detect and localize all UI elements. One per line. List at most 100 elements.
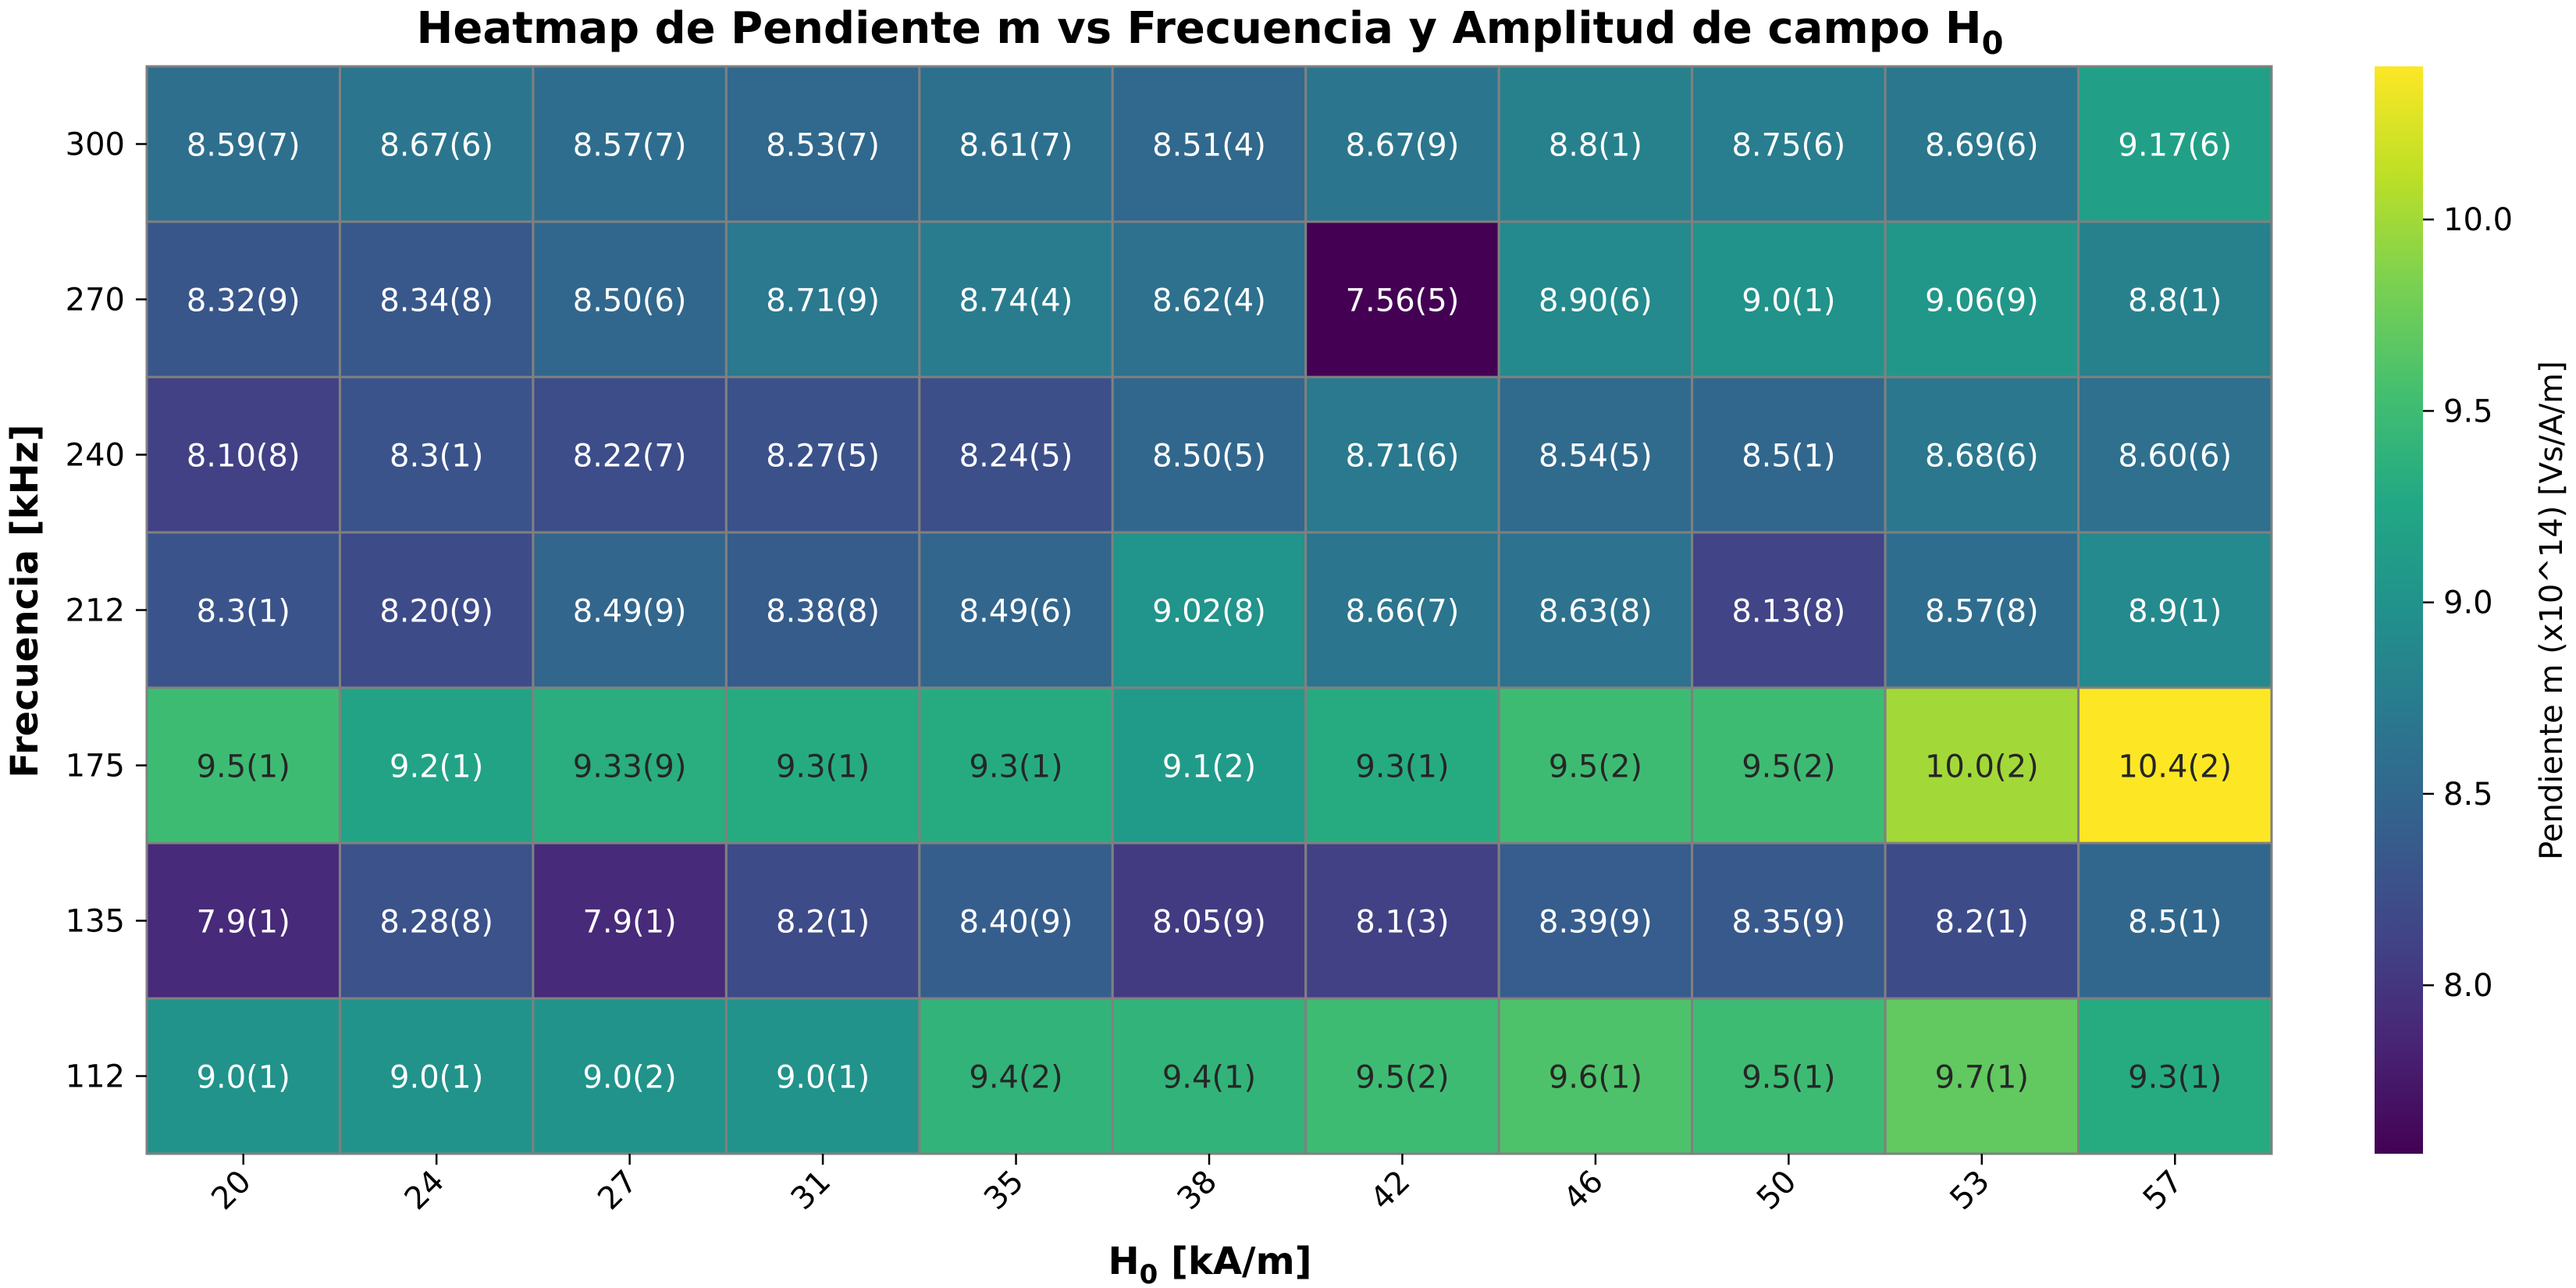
x-axis-label-units: [kA/m] xyxy=(1158,1240,1311,1283)
heatmap-cell xyxy=(1304,686,1500,845)
cell-value-label: 8.13(8) xyxy=(1731,594,1845,630)
heatmap-cell xyxy=(918,531,1114,689)
cell-value-label: 8.68(6) xyxy=(1925,439,2039,475)
cell-value-label: 8.3(1) xyxy=(390,439,483,475)
heatmap-cell xyxy=(1691,686,1887,845)
cell-value-label: 8.3(1) xyxy=(197,594,290,630)
x-tick-label: 20 xyxy=(205,1164,258,1218)
cell-value-label: 10.0(2) xyxy=(1925,749,2039,785)
x-tick-label: 50 xyxy=(1750,1164,1804,1218)
heatmap-cells: 8.59(7) 8.67(6) 8.57(7) 8.53(7) 8.61(7) 8.51(… xyxy=(145,65,2273,1155)
heatmap-cell xyxy=(1691,375,1887,534)
cell-value-label: 8.1(3) xyxy=(1355,905,1449,941)
cell-value-label: 8.53(7) xyxy=(766,128,880,164)
cell-value-label: 8.2(1) xyxy=(1935,905,2029,941)
cell-value-label: 8.38(8) xyxy=(766,594,880,630)
colorbar-tick-label: 9.0 xyxy=(2443,585,2493,621)
cell-value-label: 9.0(1) xyxy=(776,1060,870,1096)
x-axis-label-subscript: 0 xyxy=(1140,1259,1158,1288)
heatmap-cell xyxy=(532,375,728,534)
heatmap-cell xyxy=(145,65,341,223)
x-tick-label: 35 xyxy=(977,1164,1031,1218)
cell-value-label: 8.66(7) xyxy=(1346,594,1460,630)
heatmap-cell xyxy=(532,220,728,379)
cell-value-label: 9.4(2) xyxy=(969,1060,1062,1096)
heatmap-cell xyxy=(1497,220,1694,379)
heatmap-cell xyxy=(2077,220,2273,379)
x-tick-label: 27 xyxy=(591,1164,645,1218)
cell-value-label: 8.57(8) xyxy=(1925,594,2039,630)
heatmap-cell xyxy=(2077,531,2273,689)
cell-value-label: 8.51(4) xyxy=(1152,128,1266,164)
cell-value-label: 9.4(1) xyxy=(1162,1060,1256,1096)
y-tick-label: 240 xyxy=(66,438,125,474)
heatmap-cell xyxy=(2077,997,2273,1155)
heatmap-cell xyxy=(338,997,535,1155)
x-tick-label: 46 xyxy=(1557,1164,1610,1218)
heatmap-cell xyxy=(532,997,728,1155)
colorbar-tick-label: 8.0 xyxy=(2443,968,2493,1004)
x-axis-label-main: H xyxy=(1108,1240,1139,1283)
heatmap-cell xyxy=(1691,997,1887,1155)
cell-value-label: 8.69(6) xyxy=(1925,128,2039,164)
heatmap-cell xyxy=(2077,65,2273,223)
chart-title-main: Heatmap de Pendiente m vs Frecuencia y A… xyxy=(416,3,1981,54)
y-tick-label: 212 xyxy=(66,593,125,629)
cell-value-label: 8.20(9) xyxy=(379,594,493,630)
cell-value-label: 8.71(9) xyxy=(766,283,880,319)
cell-value-label: 9.3(1) xyxy=(969,749,1062,785)
heatmap-cell xyxy=(724,65,921,223)
cell-value-label: 9.0(1) xyxy=(197,1060,290,1096)
heatmap-cell xyxy=(1111,686,1308,845)
colorbar-label: Pendiente m (x10^14) [Vs/A/m] xyxy=(2534,361,2570,859)
heatmap-cell xyxy=(1884,65,2080,223)
heatmap-cell xyxy=(918,65,1114,223)
cell-value-label: 8.74(4) xyxy=(959,283,1073,319)
cell-value-label: 9.3(1) xyxy=(776,749,870,785)
heatmap-cell xyxy=(1884,531,2080,689)
x-tick-label: 24 xyxy=(398,1164,452,1218)
heatmap-cell xyxy=(145,220,341,379)
heatmap-cell xyxy=(1691,531,1887,689)
cell-value-label: 7.9(1) xyxy=(582,905,676,941)
cell-value-label: 8.60(6) xyxy=(2118,439,2232,475)
y-tick-label: 175 xyxy=(66,749,125,785)
heatmap-cell xyxy=(145,997,341,1155)
y-axis-ticks: 300 270 240 212 175 135 112 xyxy=(66,127,147,1095)
cell-value-label: 9.0(1) xyxy=(390,1060,483,1096)
colorbar-tick-label: 10.0 xyxy=(2443,202,2513,238)
y-tick-label: 270 xyxy=(66,283,125,318)
y-tick-label: 300 xyxy=(66,127,125,163)
heatmap-cell xyxy=(1497,997,1694,1155)
heatmap-cell xyxy=(918,375,1114,534)
colorbar-tick-label: 8.5 xyxy=(2443,777,2493,813)
cell-value-label: 8.71(6) xyxy=(1346,439,1460,475)
cell-value-label: 7.56(5) xyxy=(1346,283,1460,319)
cell-value-label: 8.49(6) xyxy=(959,594,1073,630)
heatmap-cell xyxy=(1691,841,1887,1000)
cell-value-label: 8.10(8) xyxy=(187,439,301,475)
heatmap-cell xyxy=(1111,375,1308,534)
heatmap-cell xyxy=(1304,375,1500,534)
colorbar-tick-label: 9.5 xyxy=(2443,393,2493,429)
cell-value-label: 9.06(9) xyxy=(1925,283,2039,319)
cell-value-label: 9.0(1) xyxy=(1742,283,1835,319)
cell-value-label: 8.39(9) xyxy=(1539,905,1653,941)
cell-value-label: 8.61(7) xyxy=(959,128,1073,164)
cell-value-label: 8.40(9) xyxy=(959,905,1073,941)
heatmap-cell xyxy=(918,686,1114,845)
x-tick-label: 38 xyxy=(1171,1164,1225,1218)
heatmap-cell xyxy=(1304,531,1500,689)
cell-value-label: 8.57(7) xyxy=(573,128,687,164)
cell-value-label: 8.28(8) xyxy=(379,905,493,941)
heatmap-cell xyxy=(1691,220,1887,379)
cell-value-label: 8.67(6) xyxy=(379,128,493,164)
x-axis-label: H0 [kA/m] xyxy=(1108,1240,1311,1288)
heatmap-cell xyxy=(918,220,1114,379)
x-tick-label: 53 xyxy=(1943,1164,1997,1218)
heatmap-cell xyxy=(1111,997,1308,1155)
cell-value-label: 9.5(1) xyxy=(1742,1060,1835,1096)
heatmap-cell xyxy=(2077,841,2273,1000)
heatmap-cell xyxy=(1304,220,1500,379)
